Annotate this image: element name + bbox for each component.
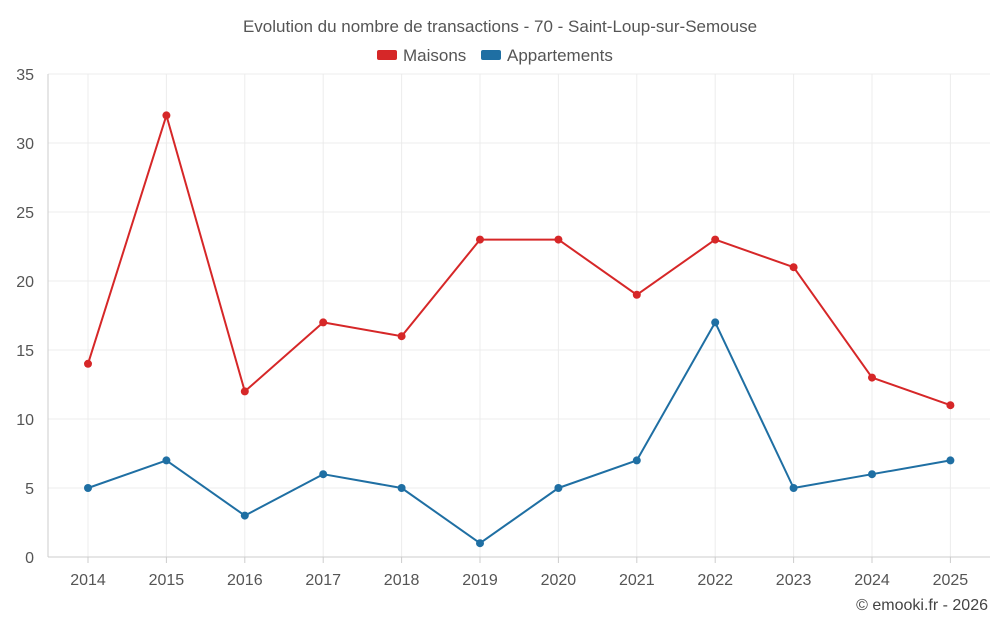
chart-title: Evolution du nombre de transactions - 70…	[243, 17, 757, 36]
legend-swatch-maisons	[377, 50, 397, 60]
data-point-appartements[interactable]	[476, 539, 484, 548]
legend-item-appartements[interactable]: Appartements	[481, 46, 613, 65]
x-tick-label: 2025	[933, 572, 969, 589]
data-point-maisons[interactable]	[162, 111, 171, 120]
series	[84, 111, 955, 548]
x-tick-label: 2014	[70, 572, 106, 589]
series-maisons	[84, 111, 955, 410]
x-tick-label: 2023	[776, 572, 812, 589]
data-point-maisons[interactable]	[632, 290, 641, 299]
x-tick-label: 2020	[541, 572, 577, 589]
data-point-appartements[interactable]	[554, 484, 563, 492]
data-point-maisons[interactable]	[319, 318, 328, 327]
x-tick-label: 2015	[149, 572, 185, 589]
data-point-appartements[interactable]	[162, 456, 171, 465]
y-tick-label: 0	[25, 550, 34, 567]
data-point-maisons[interactable]	[84, 359, 92, 368]
series-line-appartements	[87, 321, 951, 545]
x-tick-label: 2016	[227, 572, 263, 589]
data-point-appartements[interactable]	[711, 318, 720, 327]
data-point-appartements[interactable]	[240, 511, 249, 520]
data-point-maisons[interactable]	[240, 387, 249, 396]
x-tick-label: 2021	[619, 572, 655, 589]
series-line-maisons	[87, 114, 951, 407]
data-point-appartements[interactable]	[319, 470, 328, 479]
data-point-maisons[interactable]	[476, 235, 484, 244]
legend-swatch-appartements	[481, 50, 501, 60]
data-point-appartements[interactable]	[397, 484, 406, 492]
data-point-maisons[interactable]	[789, 263, 798, 272]
data-point-appartements[interactable]	[789, 484, 798, 492]
legend-label-appartements: Appartements	[507, 46, 613, 65]
data-point-maisons[interactable]	[554, 235, 563, 244]
y-tick-label: 20	[16, 274, 34, 291]
y-tick-label: 10	[16, 412, 34, 429]
series-appartements	[84, 318, 955, 548]
x-tick-label: 2019	[462, 572, 498, 589]
legend-item-maisons[interactable]: Maisons	[377, 46, 466, 65]
x-tick-label: 2017	[305, 572, 341, 589]
y-tick-label: 35	[16, 67, 34, 84]
data-point-maisons[interactable]	[946, 401, 955, 410]
legend-label-maisons: Maisons	[403, 46, 466, 65]
credit-text: © emooki.fr - 2026	[856, 597, 988, 614]
data-point-appartements[interactable]	[946, 456, 955, 465]
legend: Maisons Appartements	[377, 46, 613, 65]
y-tick-label: 15	[16, 343, 34, 360]
y-tick-label: 25	[16, 205, 34, 222]
y-tick-label: 30	[16, 136, 34, 153]
data-point-maisons[interactable]	[397, 332, 406, 341]
x-tick-label: 2018	[384, 572, 420, 589]
x-tick-label: 2022	[697, 572, 733, 589]
data-point-appartements[interactable]	[632, 456, 641, 465]
data-point-maisons[interactable]	[711, 235, 720, 244]
gridlines	[48, 73, 990, 557]
y-tick-label: 5	[25, 481, 34, 498]
data-point-maisons[interactable]	[868, 373, 876, 382]
x-tick-label: 2024	[854, 572, 890, 589]
data-point-appartements[interactable]	[84, 484, 92, 492]
data-point-appartements[interactable]	[868, 470, 876, 479]
